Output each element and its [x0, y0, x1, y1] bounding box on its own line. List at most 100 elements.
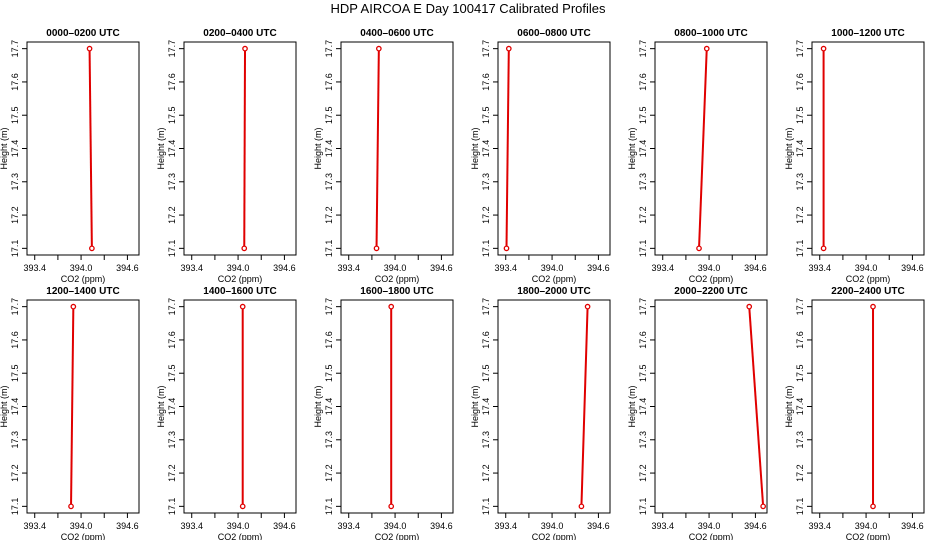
x-tick-label: 394.0 [855, 263, 878, 273]
data-point [746, 303, 753, 310]
y-tick-label: 17.7 [10, 298, 20, 316]
profile-line [505, 48, 510, 249]
y-tick-label: 17.3 [324, 173, 334, 191]
plot-frame [26, 299, 140, 514]
profile-panel: 2000–2200 UTC 393.4 394.0 394.6 CO2 (ppm) 17.… [627, 286, 768, 540]
data-point [696, 245, 702, 252]
y-tick-label: 17.5 [638, 106, 648, 124]
data-point [820, 45, 827, 52]
y-tick-label: 17.6 [167, 73, 177, 91]
profile-panel: 0800–1000 UTC 393.4 394.0 394.6 CO2 (ppm) 17.… [627, 28, 768, 284]
plot-frame [340, 299, 454, 514]
plot-frame [654, 41, 768, 256]
data-point [578, 503, 585, 510]
data-point [820, 245, 827, 252]
y-tick-label: 17.6 [638, 73, 648, 91]
x-axis-label: CO2 (ppm) [218, 532, 263, 540]
y-tick-label: 17.2 [324, 464, 334, 482]
y-tick-label: 17.4 [324, 140, 334, 158]
x-tick-label: 393.4 [23, 263, 46, 273]
x-tick-label: 393.4 [494, 263, 517, 273]
x-tick-label: 394.6 [587, 263, 610, 273]
data-point [239, 303, 246, 310]
y-tick-label: 17.5 [324, 106, 334, 124]
y-tick-label: 17.3 [638, 431, 648, 449]
profile-panel: 0600–0800 UTC 393.4 394.0 394.6 CO2 (ppm) 17.… [470, 28, 611, 284]
y-tick-label: 17.1 [795, 498, 805, 516]
y-tick-label: 17.1 [167, 240, 177, 258]
panel-title: 2000–2200 UTC [674, 286, 747, 297]
panel-title: 1400–1600 UTC [203, 286, 276, 297]
y-tick-label: 17.6 [795, 331, 805, 349]
y-tick-label: 17.4 [638, 140, 648, 158]
y-axis-label: Height (m) [627, 385, 637, 427]
y-axis-label: Height (m) [784, 385, 794, 427]
y-tick-label: 17.3 [638, 173, 648, 191]
page-title: HDP AIRCOA E Day 100417 Calibrated Profi… [330, 1, 606, 16]
y-tick-label: 17.7 [10, 40, 20, 58]
panel-title: 2200–2400 UTC [831, 286, 904, 297]
y-tick-label: 17.2 [795, 206, 805, 224]
data-point [373, 245, 380, 252]
y-tick-label: 17.6 [324, 73, 334, 91]
plot-frame [497, 299, 611, 514]
panel-title: 0200–0400 UTC [203, 28, 276, 39]
x-tick-label: 393.4 [651, 521, 674, 531]
plot-frame [183, 299, 297, 514]
y-tick-label: 17.6 [324, 331, 334, 349]
y-tick-label: 17.6 [481, 331, 491, 349]
data-point [239, 503, 246, 510]
data-point [70, 303, 77, 310]
data-point [89, 245, 95, 252]
plot-frame [811, 41, 925, 256]
profile-line [698, 48, 708, 249]
profile-panel: 1800–2000 UTC 393.4 394.0 394.6 CO2 (ppm) 17.… [470, 286, 611, 540]
x-tick-label: 393.4 [180, 521, 203, 531]
x-tick-label: 394.6 [901, 521, 924, 531]
y-tick-label: 17.2 [10, 464, 20, 482]
y-tick-label: 17.3 [481, 173, 491, 191]
panel-title: 0000–0200 UTC [46, 28, 119, 39]
x-tick-label: 394.6 [273, 263, 296, 273]
x-axis-label: CO2 (ppm) [846, 274, 891, 284]
panel-title: 0800–1000 UTC [674, 28, 747, 39]
x-tick-label: 394.6 [116, 521, 139, 531]
data-point [870, 303, 876, 310]
y-tick-label: 17.7 [481, 40, 491, 58]
x-tick-label: 394.0 [384, 263, 407, 273]
y-tick-label: 17.3 [324, 431, 334, 449]
y-tick-label: 17.3 [795, 431, 805, 449]
y-tick-label: 17.2 [167, 206, 177, 224]
profile-panel: 1600–1800 UTC 393.4 394.0 394.6 CO2 (ppm) 17.… [313, 286, 454, 540]
y-tick-label: 17.4 [167, 398, 177, 416]
x-tick-label: 394.6 [116, 263, 139, 273]
profile-panel: 1000–1200 UTC 393.4 394.0 394.6 CO2 (ppm) 17.… [784, 28, 925, 284]
x-tick-label: 394.0 [698, 263, 721, 273]
y-tick-label: 17.1 [481, 498, 491, 516]
y-axis-label: Height (m) [784, 127, 794, 169]
y-tick-label: 17.6 [481, 73, 491, 91]
data-point [503, 245, 510, 252]
x-tick-label: 394.0 [541, 521, 564, 531]
profile-line [375, 48, 380, 249]
y-tick-label: 17.5 [795, 364, 805, 382]
plot-frame [497, 41, 611, 256]
panel-title: 1800–2000 UTC [517, 286, 590, 297]
y-tick-label: 17.4 [638, 398, 648, 416]
y-tick-label: 17.1 [324, 240, 334, 258]
x-tick-label: 393.4 [337, 263, 360, 273]
profile-panel: 0000–0200 UTC 393.4 394.0 394.6 CO2 (ppm) 17.… [0, 28, 140, 284]
data-point [375, 45, 382, 52]
y-tick-label: 17.7 [638, 40, 648, 58]
y-tick-label: 17.3 [10, 173, 20, 191]
y-tick-label: 17.5 [167, 364, 177, 382]
y-tick-label: 17.6 [167, 331, 177, 349]
profile-panel: 2200–2400 UTC 393.4 394.0 394.6 CO2 (ppm) 17.… [784, 286, 925, 540]
y-tick-label: 17.1 [324, 498, 334, 516]
y-tick-label: 17.4 [167, 140, 177, 158]
y-tick-label: 17.7 [638, 298, 648, 316]
y-tick-label: 17.5 [638, 364, 648, 382]
x-axis-label: CO2 (ppm) [375, 274, 420, 284]
x-tick-label: 394.6 [273, 521, 296, 531]
y-tick-label: 17.5 [481, 364, 491, 382]
